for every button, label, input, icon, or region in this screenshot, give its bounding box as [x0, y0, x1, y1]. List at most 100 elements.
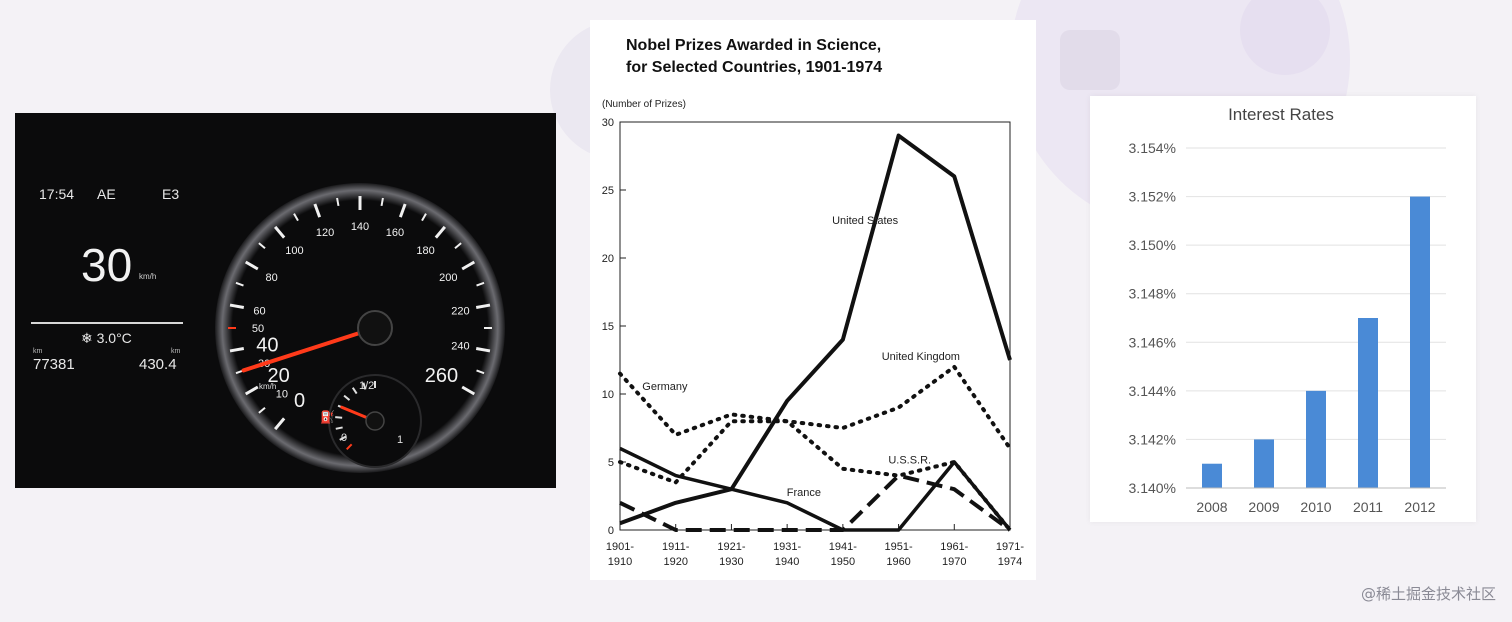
fuel-gauge-tick	[343, 394, 351, 401]
nobel-x-tick-label: 1940	[775, 556, 799, 568]
rates-gridlines: 3.140% 3.142% 3.144% 3.146% 3.148% 3.150% 3.15…	[1129, 140, 1446, 496]
speedometer-label: 140	[351, 221, 369, 233]
nobel-series-line	[618, 371, 1012, 532]
nobel-x-tick-label: 1930	[719, 556, 743, 568]
mode-right-text: E3	[162, 186, 179, 202]
trip-unit-text: km	[171, 348, 181, 355]
rates-y-tick-label: 3.154%	[1129, 140, 1176, 156]
speedometer-tick	[421, 213, 427, 222]
speed-readout: 30	[81, 239, 132, 291]
nobel-x-tick-label: 1931-	[773, 541, 801, 553]
speedometer-labels: 0102030405060801001201401601802002202402…	[252, 221, 470, 412]
speedometer-tick	[274, 417, 286, 431]
nobel-title-line1: Nobel Prizes Awarded in Science,	[626, 37, 881, 54]
mode-left-text: AE	[97, 186, 116, 202]
rates-bar	[1254, 439, 1274, 488]
fuel-label-half: 1/2	[359, 380, 374, 392]
fuel-gauge-tick	[362, 382, 367, 390]
rates-y-tick-label: 3.140%	[1129, 480, 1176, 496]
speedometer-label: 200	[439, 272, 457, 284]
rates-bar	[1410, 196, 1430, 489]
fuel-pump-icon: ⛽	[320, 410, 335, 424]
speedometer-unit-text: km/h	[259, 382, 276, 391]
speedometer-tick	[235, 281, 244, 287]
instrument-cluster: 17:54 AE E3 30 km/h ❄ 3.0°C km 77381 km …	[31, 183, 505, 473]
nobel-series-label: United Kingdom	[882, 351, 960, 363]
speedometer-tick	[475, 347, 491, 353]
nobel-y-tick-label: 0	[608, 525, 614, 537]
nobel-y-axis: 0 5 10 15 20 25 30	[602, 117, 626, 537]
speedometer-tick	[475, 303, 491, 309]
nobel-prizes-chart: Nobel Prizes Awarded in Science, for Sel…	[590, 20, 1036, 580]
needle-hub	[357, 310, 393, 346]
speedometer-tick	[244, 385, 259, 396]
nobel-x-tick-label: 1961-	[940, 541, 968, 553]
speedometer-tick	[461, 260, 476, 271]
speedometer-tick	[274, 225, 286, 239]
fuel-hub	[365, 411, 385, 431]
nobel-x-tick-label: 1910	[608, 556, 632, 568]
speedometer-tick	[336, 197, 340, 207]
speedometer-label: 120	[316, 227, 334, 239]
rates-chart-svg: Interest Rates 3.140% 3.142% 3.144% 3.146% 3…	[1129, 105, 1446, 515]
nobel-x-tick-label: 1921-	[717, 541, 745, 553]
nobel-x-tick-label: 1901-	[606, 541, 634, 553]
interest-rates-chart: Interest Rates 3.140% 3.142% 3.144% 3.146% 3…	[1090, 96, 1476, 522]
speedometer-label: 20	[267, 365, 289, 387]
fuel-label-full: 1	[397, 434, 403, 446]
rates-y-tick-label: 3.144%	[1129, 383, 1176, 399]
speedometer-tick	[380, 197, 384, 207]
fuel-gauge-ticks	[335, 381, 376, 450]
watermark-text: @稀土掘金技术社区	[1360, 585, 1496, 603]
nobel-y-tick-label: 30	[602, 117, 614, 129]
speedometer-label: 40	[256, 334, 278, 356]
rates-bar	[1202, 463, 1222, 488]
dashboard-photo: 17:54 AE E3 30 km/h ❄ 3.0°C km 77381 km …	[15, 113, 556, 488]
speedometer-label: 100	[285, 245, 303, 257]
rates-y-tick-label: 3.150%	[1129, 237, 1176, 253]
rates-bars	[1202, 196, 1430, 489]
nobel-plot-frame	[619, 121, 1011, 531]
odometer-text: 77381	[33, 356, 75, 373]
rates-y-tick-label: 3.142%	[1129, 431, 1176, 447]
nobel-y-tick-label: 20	[602, 253, 614, 265]
speedometer-tick	[229, 303, 245, 309]
rates-x-tick-label: 2011	[1353, 499, 1383, 515]
nobel-x-tick-label: 1920	[663, 556, 687, 568]
speedometer-label: 80	[266, 272, 278, 284]
nobel-y-tick-label: 25	[602, 185, 614, 197]
speedometer-tick	[229, 347, 245, 353]
speedometer-ticks	[228, 196, 492, 431]
speedometer-label: 0	[294, 390, 305, 412]
nobel-series-label: Germany	[642, 381, 688, 393]
speedometer-label: 160	[386, 227, 404, 239]
speedometer-label: 180	[416, 245, 434, 257]
nobel-x-tick-label: 1941-	[829, 541, 857, 553]
nobel-y-tick-label: 15	[602, 321, 614, 333]
speedometer-tick	[476, 369, 485, 375]
temperature-text: ❄ 3.0°C	[81, 330, 132, 346]
nobel-x-tick-label: 1950	[831, 556, 855, 568]
nobel-x-tick-label: 1911-	[662, 541, 690, 553]
speedometer-tick	[244, 260, 259, 271]
rates-bar	[1306, 390, 1326, 488]
speedometer-label: 50	[252, 323, 264, 335]
nobel-series-lines	[618, 133, 1012, 532]
nobel-chart-svg: Nobel Prizes Awarded in Science, for Sel…	[602, 37, 1025, 568]
nobel-series-line	[619, 133, 1012, 526]
nobel-y-tick-label: 5	[608, 457, 614, 469]
speedometer-tick	[434, 225, 446, 239]
rates-x-tick-label: 2008	[1196, 499, 1227, 515]
odometer-unit-text: km	[33, 348, 43, 355]
rates-title: Interest Rates	[1228, 105, 1334, 124]
rates-y-tick-label: 3.146%	[1129, 334, 1176, 350]
rates-bar	[1358, 318, 1378, 488]
nobel-y-tick-label: 10	[602, 389, 614, 401]
speedometer-tick	[258, 406, 266, 414]
nobel-ylabel: (Number of Prizes)	[602, 99, 686, 110]
fuel-label-empty: 0	[341, 432, 347, 444]
speed-needle	[241, 326, 377, 373]
nobel-x-tick-label: 1970	[942, 556, 966, 568]
nobel-series-label: France	[787, 487, 821, 499]
speedometer-tick	[476, 281, 485, 287]
